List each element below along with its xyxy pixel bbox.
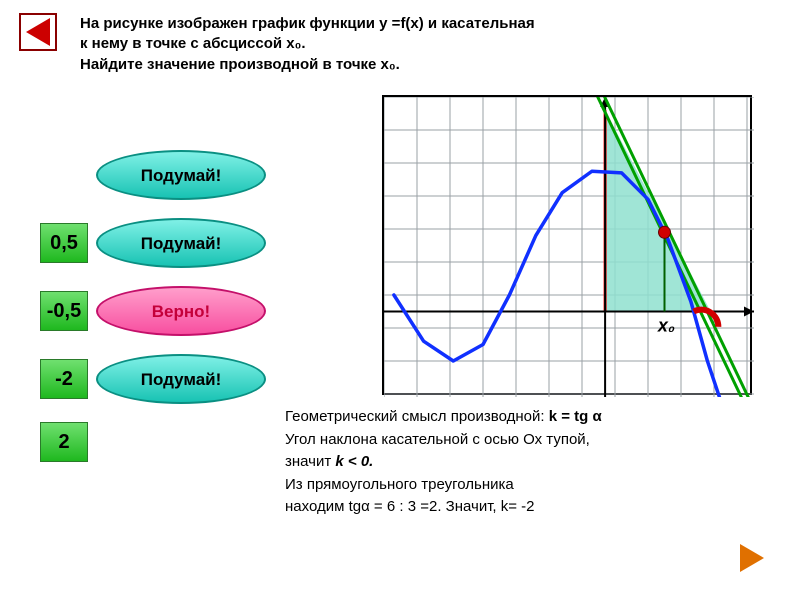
- back-arrow-icon: [18, 12, 58, 52]
- feedback-correct[interactable]: Верно!: [96, 286, 266, 336]
- exp-l4: Из прямоугольного треугольника: [285, 476, 514, 493]
- answer-row: Подумай!: [40, 150, 360, 200]
- chart-panel: x₀: [382, 95, 752, 395]
- nav-forward-button[interactable]: [732, 538, 772, 578]
- exp-l3a: значит: [285, 453, 335, 470]
- answer-badge[interactable]: 2: [40, 422, 88, 462]
- answer-badge[interactable]: -0,5: [40, 291, 88, 331]
- answer-badge[interactable]: 0,5: [40, 223, 88, 263]
- answer-badge[interactable]: -2: [40, 359, 88, 399]
- explanation-text: Геометрический смысл производной: k = tg…: [285, 406, 755, 519]
- feedback-think[interactable]: Подумай!: [96, 150, 266, 200]
- nav-back-button[interactable]: [18, 12, 58, 52]
- problem-statement: На рисунке изображен график функции y =f…: [80, 14, 610, 75]
- problem-line1: На рисунке изображен график функции y =f…: [80, 15, 535, 32]
- exp-l5: находим tgα = 6 : 3 =2. Значит, k= -2: [285, 498, 535, 515]
- answer-row: -0,5Верно!: [40, 286, 360, 336]
- svg-text:x₀: x₀: [657, 315, 675, 335]
- answer-row: 0,5Подумай!: [40, 218, 360, 268]
- exp-l1a: Геометрический смысл производной:: [285, 408, 549, 425]
- exp-l3b: k < 0.: [335, 453, 373, 470]
- answer-row: -2Подумай!: [40, 354, 360, 404]
- problem-line2: к нему в точке с абсциссой x₀.: [80, 35, 306, 52]
- feedback-think[interactable]: Подумай!: [96, 218, 266, 268]
- exp-l2: Угол наклона касательной с осью Ох тупой…: [285, 431, 590, 448]
- function-chart: x₀: [384, 97, 754, 397]
- feedback-think[interactable]: Подумай!: [96, 354, 266, 404]
- forward-arrow-icon: [732, 538, 772, 578]
- problem-line3: Найдите значение производной в точке x₀.: [80, 56, 400, 73]
- exp-l1b: k = tg α: [549, 408, 602, 425]
